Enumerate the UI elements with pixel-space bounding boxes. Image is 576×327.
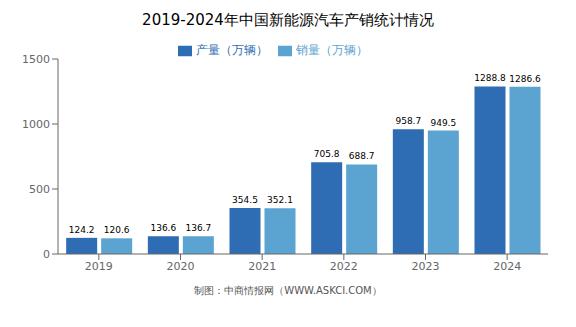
- svg-text:1286.6: 1286.6: [509, 74, 541, 84]
- svg-text:354.5: 354.5: [232, 195, 258, 205]
- html-text:产量（万辆）: 产量（万辆）: [196, 43, 268, 57]
- svg-text:949.5: 949.5: [430, 118, 456, 128]
- svg-text:958.7: 958.7: [395, 116, 421, 126]
- svg-text:2021: 2021: [248, 260, 276, 273]
- svg-text:705.8: 705.8: [314, 149, 340, 159]
- svg-text:2024: 2024: [493, 260, 521, 273]
- svg-text:120.6: 120.6: [104, 225, 130, 235]
- svg-text:136.6: 136.6: [150, 223, 176, 233]
- html-text:销量（万辆）: 销量（万辆）: [296, 43, 368, 57]
- svg-text:500: 500: [29, 183, 50, 196]
- svg-text:2020: 2020: [167, 260, 195, 273]
- svg-text:1500: 1500: [22, 53, 50, 66]
- svg-text:124.2: 124.2: [69, 225, 95, 235]
- svg-text:2023: 2023: [412, 260, 440, 273]
- svg-text:2022: 2022: [330, 260, 358, 273]
- svg-text:1288.8: 1288.8: [474, 73, 506, 83]
- svg-text:688.7: 688.7: [349, 151, 375, 161]
- html-text:制图：中商情报网（WWW.ASKCI.COM）: 制图：中商情报网（WWW.ASKCI.COM）: [194, 285, 382, 296]
- svg-text:2019: 2019: [85, 260, 113, 273]
- html-text:2019-2024年中国新能源汽车产销统计情况: 2019-2024年中国新能源汽车产销统计情况: [142, 11, 434, 29]
- svg-text:1000: 1000: [22, 118, 50, 131]
- svg-text:352.1: 352.1: [267, 195, 293, 205]
- svg-text:136.7: 136.7: [185, 223, 211, 233]
- svg-text:0: 0: [43, 248, 50, 261]
